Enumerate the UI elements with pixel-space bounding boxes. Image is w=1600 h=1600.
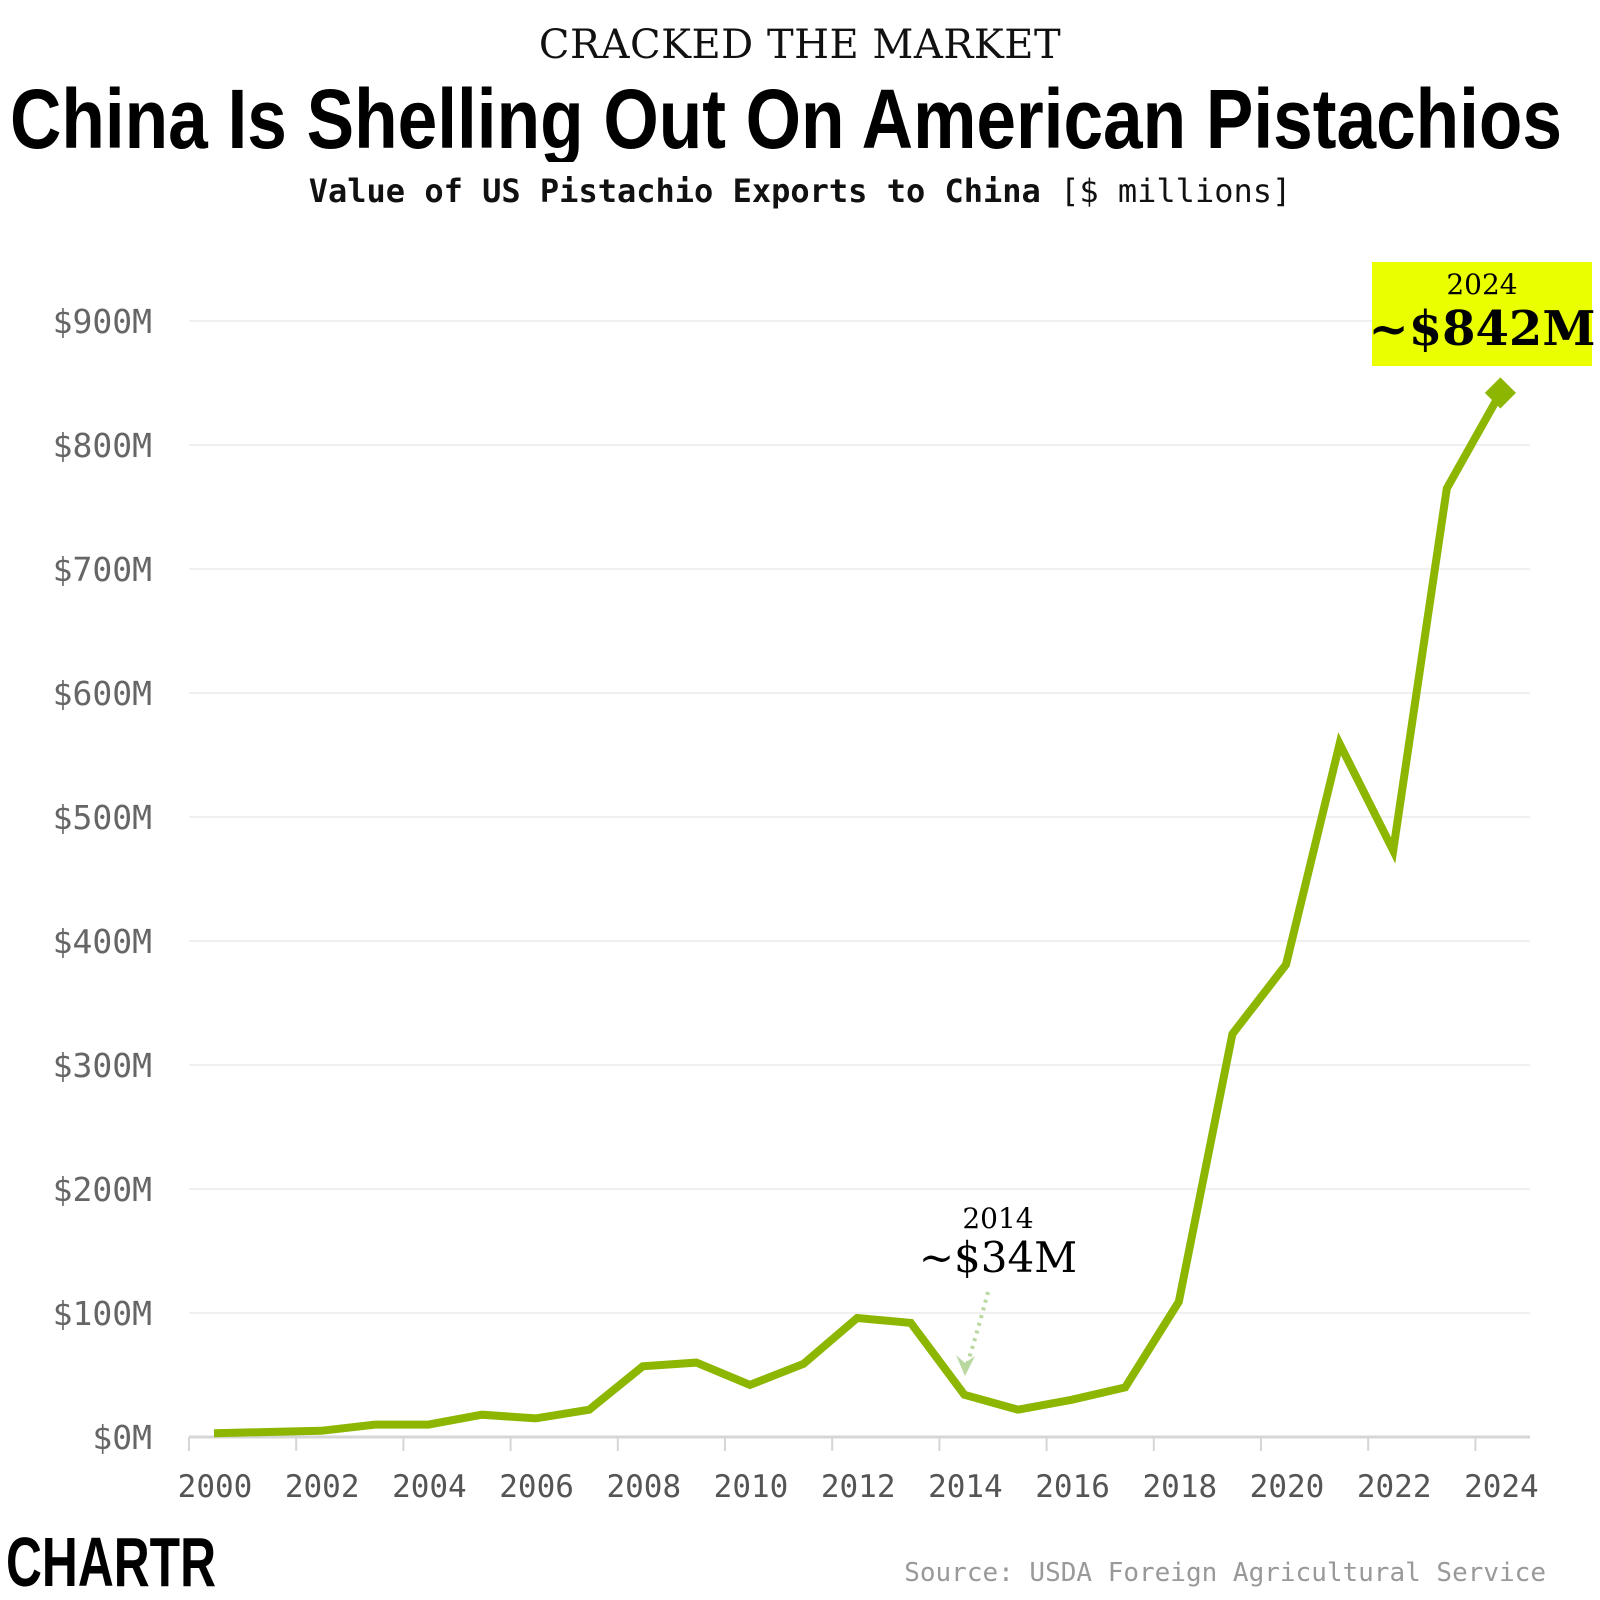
y-tick-label: $900M	[53, 302, 152, 341]
x-tick-label: 2018	[1142, 1469, 1217, 1505]
svg-text:CHARTR: CHARTR	[6, 1530, 216, 1594]
axes: $0M $100M $200M $300M $400M $500M $600M $700M $8…	[53, 302, 1539, 1505]
x-tick-label: 2020	[1250, 1469, 1325, 1505]
y-tick-label: $600M	[53, 674, 152, 713]
x-tick-label: 2012	[821, 1469, 896, 1505]
highlight-box-2024	[1372, 262, 1592, 366]
y-tick-label: $100M	[53, 1294, 152, 1333]
x-tick-label: 2002	[285, 1469, 360, 1505]
source-note: Source: USDA Foreign Agricultural Servic…	[904, 1558, 1546, 1588]
x-tick-label: 2014	[928, 1469, 1003, 1505]
x-tick-label: 2000	[178, 1469, 253, 1505]
title-wrap: China Is Shelling Out On American Pistac…	[10, 72, 1562, 162]
x-tick-label: 2008	[606, 1469, 681, 1505]
subtitle: Value of US Pistachio Exports to China […	[0, 172, 1600, 210]
y-tick-label: $500M	[53, 798, 152, 837]
subtitle-main: Value of US Pistachio Exports to China	[308, 172, 1041, 210]
x-tick-label: 2004	[392, 1469, 467, 1505]
x-tick-label: 2010	[714, 1469, 789, 1505]
chart-title: China Is Shelling Out On American Pistac…	[10, 72, 1562, 162]
y-tick-label: $200M	[53, 1170, 152, 1209]
annotation-arrow	[964, 1291, 990, 1369]
x-tick-label: 2016	[1035, 1469, 1110, 1505]
endpoint-diamond-marker	[1484, 377, 1516, 409]
annotation-arrowhead	[956, 1355, 975, 1376]
subtitle-unit: [$ millions]	[1060, 172, 1292, 210]
gridlines	[189, 320, 1530, 1314]
kicker: CRACKED THE MARKET	[538, 22, 1062, 68]
annotation-2014-value: ~$34M	[919, 1233, 1077, 1282]
y-tick-label: $0M	[92, 1418, 152, 1457]
x-tick-label: 2024	[1464, 1469, 1539, 1505]
annotation-2014-year: 2014	[962, 1202, 1033, 1235]
y-tick-label: $400M	[53, 922, 152, 961]
annotation-2024-value: ~$842M	[1369, 301, 1596, 357]
y-tick-label: $800M	[53, 426, 152, 465]
x-tick-label: 2022	[1357, 1469, 1432, 1505]
y-tick-label: $700M	[53, 550, 152, 589]
x-tick-label: 2006	[499, 1469, 574, 1505]
chartr-logo: CHARTR	[6, 1530, 216, 1594]
series-line	[213, 390, 1504, 1438]
y-tick-label: $300M	[53, 1046, 152, 1085]
annotation-2024-year: 2024	[1446, 268, 1517, 301]
